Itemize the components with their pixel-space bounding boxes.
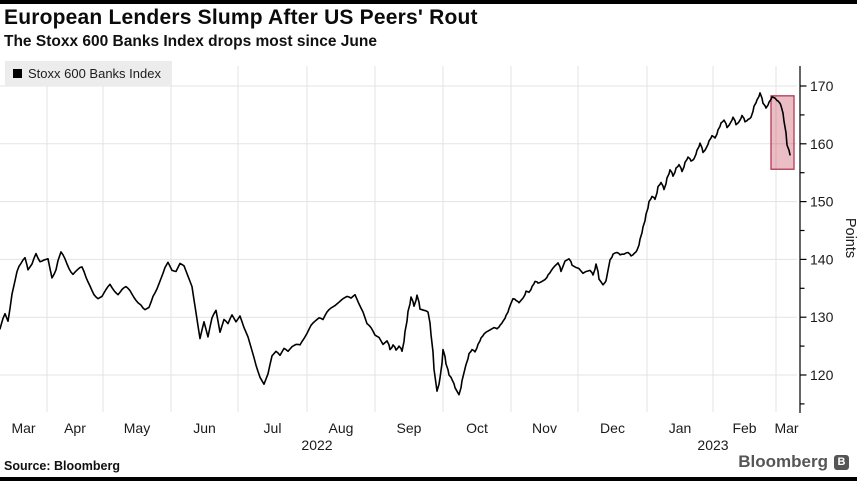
x-tick-labels: Mar Apr May Jun Jul Aug Sep Oct Nov Dec Jan Feb Mar 2… xyxy=(11,420,798,453)
chart-subtitle: The Stoxx 600 Banks Index drops most sin… xyxy=(4,33,377,50)
x-month-label: Sep xyxy=(397,420,422,436)
slump-highlight-box xyxy=(770,95,795,170)
chart-title: European Lenders Slump After US Peers' R… xyxy=(4,6,478,29)
series-line xyxy=(0,92,791,396)
x-month-label: Mar xyxy=(774,420,798,436)
y-tick-label: 130 xyxy=(810,309,834,325)
y-tick-label: 140 xyxy=(810,251,834,267)
bloomberg-logo-icon: B xyxy=(834,454,849,470)
y-tick-label: 120 xyxy=(810,367,834,383)
x-month-label: Nov xyxy=(532,420,557,436)
y-axis xyxy=(799,66,807,413)
x-month-label: Feb xyxy=(732,420,756,436)
x-year-label: 2022 xyxy=(301,437,332,453)
x-month-label: Jun xyxy=(193,420,216,436)
bloomberg-watermark: Bloomberg B xyxy=(738,452,849,472)
legend-swatch-icon xyxy=(13,69,22,78)
top-rule xyxy=(0,0,857,4)
gridlines xyxy=(0,66,797,412)
x-month-label: Mar xyxy=(11,420,35,436)
y-tick-label: 150 xyxy=(810,194,834,210)
x-month-label: Apr xyxy=(64,420,86,436)
source-note: Source: Bloomberg xyxy=(4,459,120,473)
watermark-text: Bloomberg xyxy=(738,452,828,471)
y-tick-label: 170 xyxy=(810,78,834,94)
bottom-rule xyxy=(0,477,857,481)
legend-label: Stoxx 600 Banks Index xyxy=(28,66,161,81)
legend: Stoxx 600 Banks Index xyxy=(5,61,172,86)
y-axis-title: Points xyxy=(842,218,857,258)
x-month-label: Jan xyxy=(669,420,692,436)
x-year-label: 2023 xyxy=(697,437,728,453)
x-month-label: May xyxy=(124,420,150,436)
x-month-label: Dec xyxy=(600,420,625,436)
y-tick-labels: 120 130 140 150 160 170 xyxy=(810,78,834,383)
y-tick-label: 160 xyxy=(810,136,834,152)
x-month-label: Oct xyxy=(466,420,488,436)
x-month-label: Aug xyxy=(329,420,354,436)
x-month-label: Jul xyxy=(264,420,282,436)
